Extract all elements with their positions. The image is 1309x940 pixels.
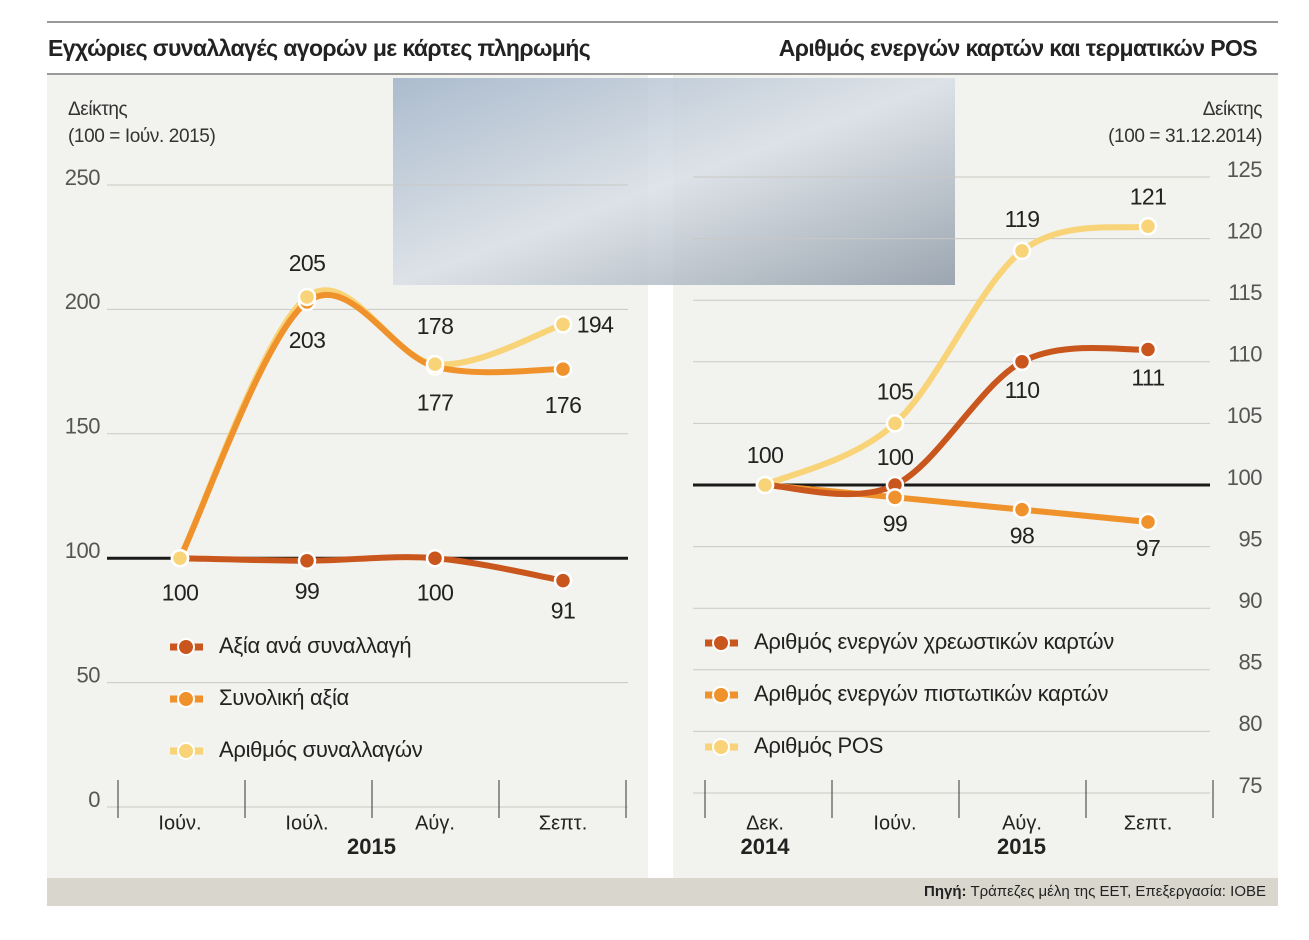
- data-label: 121: [1130, 183, 1167, 209]
- series-line: [762, 344, 1151, 498]
- y-tick-label: 100: [1227, 465, 1262, 490]
- y-tick-label: 125: [1227, 157, 1262, 182]
- data-label: 100: [162, 579, 199, 605]
- x-group-label: 2014: [741, 834, 791, 859]
- data-point: [885, 488, 905, 507]
- data-point: [553, 315, 573, 334]
- y-tick-label: 80: [1239, 711, 1263, 736]
- data-label: 205: [289, 250, 326, 276]
- data-label: 178: [417, 313, 454, 339]
- data-label: 176: [545, 392, 582, 418]
- data-point: [297, 551, 317, 570]
- legend-marker: [712, 634, 730, 652]
- data-label: 110: [1005, 377, 1040, 403]
- legend-label: Αριθμός POS: [754, 733, 883, 758]
- source: Πηγή: Τράπεζες μέλη της ΕΕΤ, Επεξεργασία…: [924, 883, 1266, 900]
- data-label: 105: [877, 378, 914, 404]
- x-tick-label: Ιούλ.: [285, 812, 328, 834]
- y-tick-label: 95: [1239, 526, 1263, 551]
- data-label: 100: [747, 442, 784, 468]
- y-axis-label: (100 = Ιούν. 2015): [68, 126, 215, 147]
- chart-title: Εγχώριες συναλλαγές αγορών με κάρτες πλη…: [48, 35, 591, 61]
- series-line: [762, 223, 1151, 488]
- data-point: [1138, 340, 1158, 359]
- data-label: 119: [1005, 206, 1040, 232]
- legend-label: Αξία ανά συναλλαγή: [219, 633, 411, 658]
- data-point: [1012, 241, 1032, 261]
- y-tick-label: 150: [65, 414, 100, 439]
- data-point: [425, 548, 445, 568]
- y-tick-label: 100: [65, 538, 100, 563]
- data-label: 98: [1010, 523, 1034, 549]
- legend-label: Αριθμός ενεργών χρεωστικών καρτών: [754, 629, 1114, 654]
- legend-marker: [177, 690, 195, 708]
- y-tick-label: 85: [1239, 650, 1263, 675]
- data-point: [425, 354, 445, 374]
- data-point: [553, 571, 573, 590]
- legend-marker: [177, 638, 195, 656]
- legend-label: Συνολική αξία: [219, 685, 350, 710]
- legend-marker: [177, 742, 195, 760]
- data-label: 177: [417, 390, 454, 416]
- data-point: [297, 287, 317, 307]
- x-group-label: 2015: [347, 834, 396, 859]
- data-point: [170, 548, 190, 568]
- x-tick-label: Αύγ.: [415, 812, 455, 834]
- y-tick-label: 105: [1227, 403, 1262, 428]
- y-axis-label: (100 = 31.12.2014): [1108, 126, 1262, 147]
- x-tick-label: Σεπτ.: [539, 812, 588, 834]
- photo: [393, 78, 955, 285]
- legend-label: Αριθμός ενεργών πιστωτικών καρτών: [754, 681, 1108, 706]
- y-tick-label: 250: [65, 165, 100, 190]
- series-line: [177, 291, 566, 562]
- y-tick-label: 200: [65, 289, 100, 314]
- data-label: 194: [577, 311, 614, 337]
- source-bar: [47, 878, 1278, 906]
- y-tick-label: 90: [1239, 588, 1263, 613]
- data-label: 111: [1131, 365, 1164, 391]
- data-label: 100: [417, 579, 454, 605]
- x-tick-label: Σεπτ.: [1124, 812, 1173, 834]
- x-group-label: 2015: [997, 834, 1046, 859]
- data-point: [1138, 512, 1158, 532]
- data-label: 100: [877, 444, 914, 470]
- data-point: [553, 359, 573, 379]
- data-point: [755, 475, 775, 495]
- x-tick-label: Ιούν.: [873, 812, 916, 834]
- series-line: [177, 554, 566, 584]
- y-axis-label: Δείκτης: [1203, 99, 1263, 120]
- y-tick-label: 110: [1228, 342, 1262, 367]
- data-point: [1138, 217, 1158, 236]
- legend-marker: [712, 738, 730, 756]
- y-tick-label: 0: [88, 787, 100, 812]
- data-label: 99: [295, 578, 319, 604]
- y-tick-label: 115: [1228, 280, 1262, 305]
- y-tick-label: 75: [1239, 773, 1263, 798]
- y-tick-label: 120: [1227, 218, 1262, 243]
- data-label: 99: [883, 510, 907, 536]
- legend-label: Αριθμός συναλλαγών: [219, 737, 423, 762]
- data-label: 97: [1136, 535, 1160, 561]
- legend-marker: [712, 686, 730, 704]
- data-label: 91: [551, 598, 575, 624]
- x-tick-label: Ιούν.: [158, 812, 201, 834]
- data-label: 203: [289, 327, 326, 353]
- source-label: Πηγή:: [924, 883, 967, 900]
- y-axis-label: Δείκτης: [68, 99, 128, 120]
- data-point: [885, 414, 905, 433]
- y-tick-label: 50: [77, 662, 101, 687]
- chart-title: Αριθμός ενεργών καρτών και τερματικών PO…: [779, 35, 1258, 61]
- x-tick-label: Αύγ.: [1002, 812, 1042, 834]
- data-point: [1012, 500, 1032, 519]
- source-text: Τράπεζες μέλη της ΕΕΤ, Επεξεργασία: ΙΟΒΕ: [970, 883, 1266, 900]
- x-tick-label: Δεκ.: [746, 812, 784, 834]
- data-point: [1012, 352, 1032, 372]
